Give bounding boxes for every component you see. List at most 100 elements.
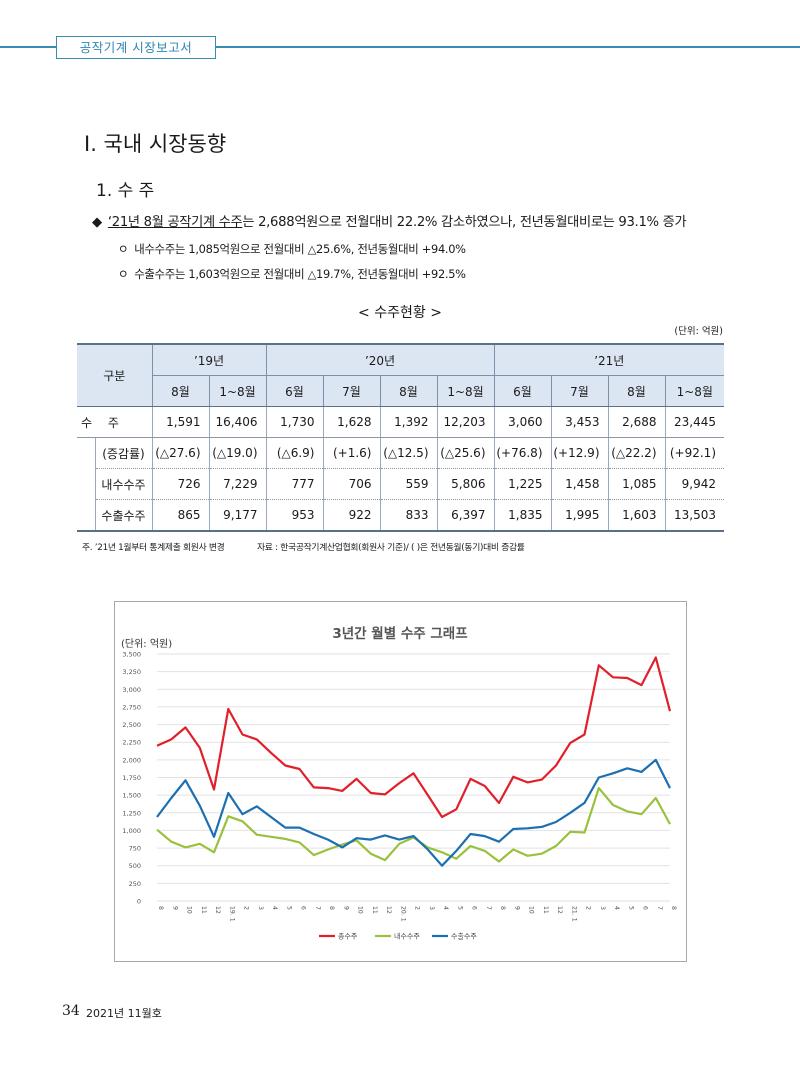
table-cell: 9,177 [208,499,266,532]
series-line-내수수주 [156,787,671,863]
table-cell: (△25.6) [436,437,494,469]
month-header: 8월 [379,375,437,407]
page-number: 34 [62,1003,80,1019]
legend-label: 총수주 [338,932,358,941]
series-line-수출수주 [156,758,671,867]
circle-bullet-icon: ㅇ [118,267,129,281]
y-tick-label: 2,250 [122,739,141,747]
month-header: 7월 [550,375,608,407]
table-cell: 1,458 [550,468,608,500]
x-tick-label: 8 [328,906,335,910]
x-tick-label: 8 [499,906,506,910]
month-header: 1~8월 [208,375,266,407]
month-header: 1~8월 [664,375,724,407]
table-source: 자료 : 한국공작기계산업협회(회원사 기준)/ ( )은 전년동월(동기)대비… [257,543,525,553]
chart-canvas: 3년간 월별 수주 그래프 (단위: 억원) 0 250 500 750 1,000 1,… [121,625,677,941]
y-tick-label: 1,250 [122,809,141,817]
x-tick-label: 10 [186,906,193,914]
x-tick-label: 3 [257,906,264,910]
x-tick-label: 6 [300,906,307,910]
chart-legend: 총수주 내수수주 수출수주 [319,932,477,941]
header-rule-right [214,46,800,48]
x-tick-label: 6 [642,906,649,910]
x-tick-label: 4 [613,906,620,910]
y-tick-label: 2,000 [122,756,141,764]
year-header: ’19년 [151,343,266,376]
table-cell: 1,730 [265,406,323,438]
table-cell: 3,060 [493,406,551,438]
y-tick-label: 1,500 [122,792,141,800]
chart-series-lines [156,656,672,867]
table-row: (증감률) (△27.6) (△19.0) (△6.9) (+1.6) (△12… [77,437,724,469]
table-cell: 1,628 [322,406,380,438]
table-cell: 12,203 [436,406,494,438]
table-cell: 1,835 [493,499,551,532]
x-tick-label: 7 [656,906,663,910]
y-tick-label: 250 [129,880,141,888]
y-tick-label: 3,250 [122,668,141,676]
y-tick-label: 750 [129,845,141,853]
x-tick-label: 5 [456,906,463,910]
table-cell: 1,392 [379,406,437,438]
table-cell: (△22.2) [607,437,665,469]
table-cell: 726 [151,468,209,500]
table-cell: 5,806 [436,468,494,500]
year-header: ’21년 [493,343,724,376]
table-cell: 1,225 [493,468,551,500]
row-indent [77,469,95,500]
x-tick-label: 2 [585,906,592,910]
orders-line-chart: 3년간 월별 수주 그래프 (단위: 억원) 0 250 500 750 1,000 1,… [114,601,687,962]
month-header: 6월 [493,375,551,407]
x-tick-label: 21. 1 [570,906,577,922]
chart-y-ticks: 0 250 500 750 1,000 1,250 1,500 1,750 2,000 2,250… [122,651,141,906]
x-tick-label: 19. 1 [228,906,235,922]
table-cell: 9,942 [664,468,724,500]
table-cell: (△19.0) [208,437,266,469]
x-tick-label: 2 [414,906,421,910]
table-cell: 1,995 [550,499,608,532]
x-tick-label: 9 [171,906,178,910]
table-cell: 922 [322,499,380,532]
table-row: 수 주 1,591 16,406 1,730 1,628 1,392 12,20… [77,406,724,438]
table-row: 수출수주 865 9,177 953 922 833 6,397 1,835 1… [77,499,724,532]
x-tick-label: 7 [314,906,321,910]
x-tick-label: 11 [542,906,549,914]
y-tick-label: 2,750 [122,703,141,711]
table-cell: (△12.5) [379,437,437,469]
x-tick-label: 4 [271,906,278,910]
circle-bullet-icon: ㅇ [118,242,129,256]
table-cell: 865 [151,499,209,532]
x-tick-label: 5 [285,906,292,910]
x-tick-label: 7 [485,906,492,910]
summary-sub-2: ㅇ 수출수주는 1,603억원으로 전월대비 △19.7%, 전년동월대비 +92… [118,266,466,282]
table-cell: 3,453 [550,406,608,438]
series-line-총수주 [156,656,672,819]
table-cell: 16,406 [208,406,266,438]
x-tick-label: 12 [556,906,563,914]
chart-x-ticks: 8 9 10 11 12 19. 1 2 3 4 5 6 7 8 9 10 11 12 20. 1 2 3 4 5 6 7 8 9… [157,906,677,922]
legend-label: 내수수주 [394,932,420,941]
x-tick-label: 8 [670,906,677,910]
month-header: 8월 [607,375,665,407]
section-title: Ⅰ. 국내 시장동향 [84,132,227,156]
month-header: 7월 [322,375,380,407]
diamond-bullet-icon: ◆ [92,215,102,230]
table-cell: 1,591 [151,406,209,438]
table-cell: (+1.6) [322,437,380,469]
table-note: 주. ’21년 1월부터 통계제출 회원사 변경 [82,543,225,553]
summary-sub-1-text: 내수수주는 1,085억원으로 전월대비 △25.6%, 전년동월대비 +94.… [134,242,466,256]
y-tick-label: 1,750 [122,774,141,782]
month-header: 1~8월 [436,375,494,407]
table-cell: 7,229 [208,468,266,500]
month-header: 8월 [151,375,209,407]
table-cell: 777 [265,468,323,500]
y-tick-label: 2,500 [122,721,141,729]
issue-label: 2021년 11월호 [86,1007,162,1020]
y-tick-label: 500 [129,862,141,870]
row-label: 수 주 [77,406,152,438]
table-cell: 6,397 [436,499,494,532]
table-row: 내수수주 726 7,229 777 706 559 5,806 1,225 1… [77,468,724,500]
x-tick-label: 6 [471,906,478,910]
row-indent [77,499,95,532]
summary-bullet: ◆ ‘21년 8월 공작기계 수주는 2,688억원으로 전월대비 22.2% 감… [92,211,687,230]
